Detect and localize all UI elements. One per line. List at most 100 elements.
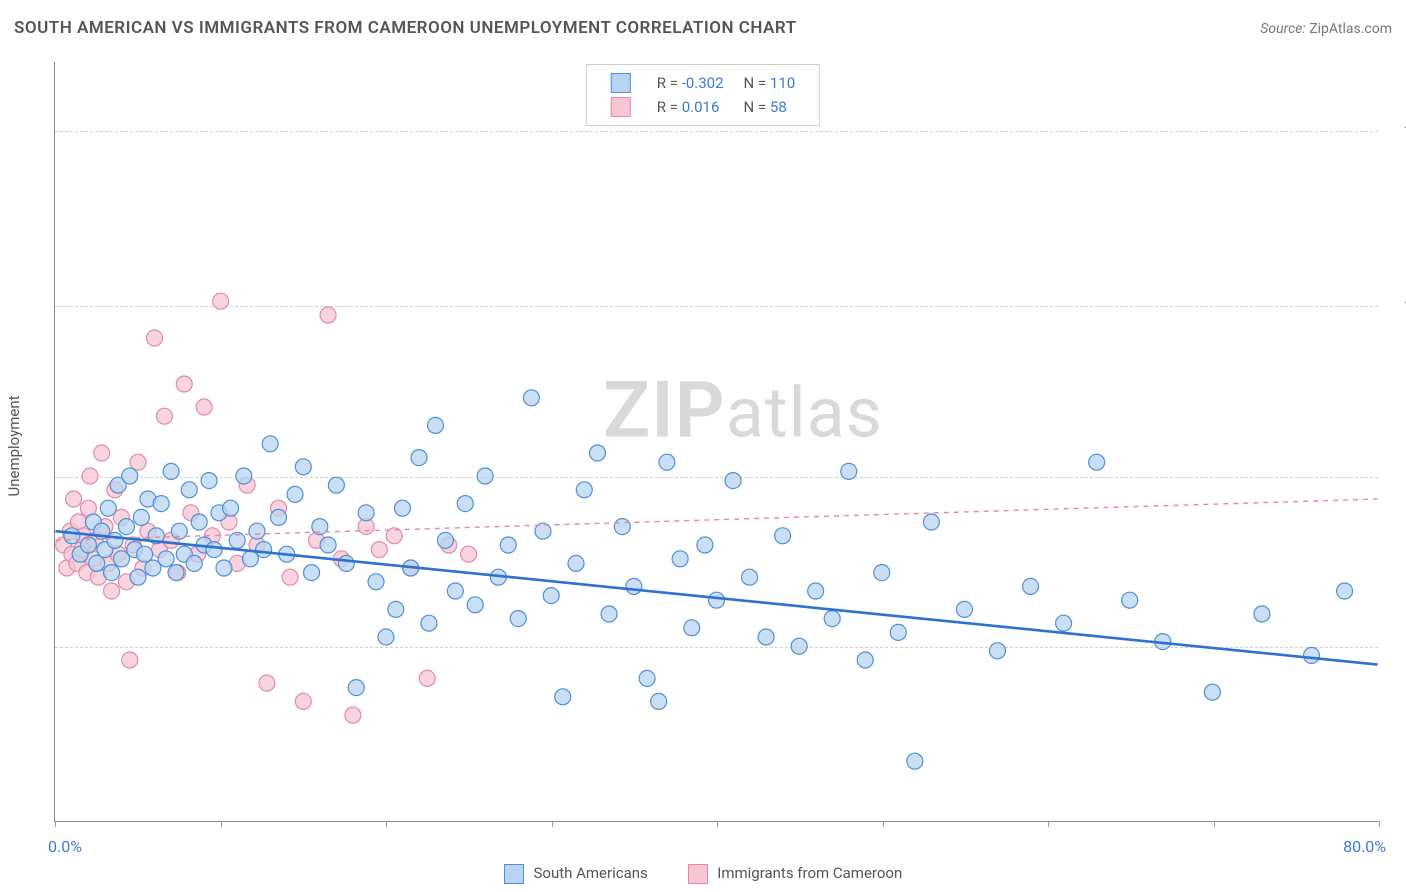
data-point [82, 468, 98, 484]
data-point [437, 532, 453, 548]
data-point [196, 399, 212, 415]
data-point [555, 689, 571, 705]
data-point [1304, 647, 1320, 663]
y-tick-label: 7.5% [1384, 468, 1406, 486]
data-point [791, 638, 807, 654]
r-value-0: -0.302 [682, 74, 724, 92]
data-point [206, 542, 222, 558]
x-tick [386, 821, 387, 827]
data-point [304, 565, 320, 581]
data-point [601, 606, 617, 622]
data-point [651, 693, 667, 709]
data-point [104, 583, 120, 599]
legend-stats-row-0: R = -0.302 N = 110 [601, 71, 805, 95]
y-tick-label: 11.2% [1384, 297, 1406, 315]
data-point [421, 615, 437, 631]
source-label: Source: [1260, 21, 1305, 37]
swatch-1 [611, 97, 631, 117]
x-max-label: 80.0% [1343, 837, 1386, 856]
data-point [411, 450, 427, 466]
data-point [104, 565, 120, 581]
legend-label-0: South Americans [533, 864, 647, 882]
data-point [857, 652, 873, 668]
data-point [256, 542, 272, 558]
data-point [181, 482, 197, 498]
data-point [477, 468, 493, 484]
data-point [684, 620, 700, 636]
trend-line [55, 531, 1377, 664]
y-tick-label: 3.8% [1384, 638, 1406, 656]
x-tick [1379, 821, 1380, 827]
source-value: ZipAtlas.com [1309, 21, 1392, 37]
x-tick [1214, 821, 1215, 827]
data-point [348, 680, 364, 696]
data-point [100, 500, 116, 516]
data-point [130, 454, 146, 470]
data-point [147, 330, 163, 346]
data-point [216, 560, 232, 576]
data-point [94, 445, 110, 461]
data-point [510, 611, 526, 627]
data-point [457, 496, 473, 512]
swatch-0 [611, 73, 631, 93]
chart-title: SOUTH AMERICAN VS IMMIGRANTS FROM CAMERO… [14, 18, 797, 38]
data-point [428, 417, 444, 433]
data-point [394, 500, 410, 516]
data-point [709, 592, 725, 608]
data-point [500, 537, 516, 553]
data-point [989, 643, 1005, 659]
data-point [808, 583, 824, 599]
data-point [223, 500, 239, 516]
data-point [659, 454, 675, 470]
data-point [249, 523, 265, 539]
n-value-0: 110 [770, 74, 795, 92]
x-tick [221, 821, 222, 827]
n-label-1: N = [744, 98, 767, 116]
data-point [133, 509, 149, 525]
data-point [158, 551, 174, 567]
data-point [1056, 615, 1072, 631]
data-point [1337, 583, 1353, 599]
data-point [236, 468, 252, 484]
data-point [338, 555, 354, 571]
data-point [107, 532, 123, 548]
x-min-label: 0.0% [48, 837, 82, 856]
data-point [824, 611, 840, 627]
data-point [282, 569, 298, 585]
data-point [137, 546, 153, 562]
data-point [388, 601, 404, 617]
data-point [523, 390, 539, 406]
x-tick [55, 821, 56, 827]
data-point [639, 670, 655, 686]
data-point [626, 578, 642, 594]
data-point [89, 555, 105, 571]
data-point [725, 473, 741, 489]
data-point [156, 408, 172, 424]
data-point [118, 519, 134, 535]
data-point [368, 574, 384, 590]
data-point [358, 505, 374, 521]
data-point [419, 670, 435, 686]
source-attribution: Source: ZipAtlas.com [1260, 21, 1392, 37]
data-point [890, 624, 906, 640]
data-point [775, 528, 791, 544]
data-point [345, 707, 361, 723]
r-value-1: 0.016 [682, 98, 720, 116]
legend-item-0: South Americans [504, 864, 648, 884]
data-point [259, 675, 275, 691]
data-point [186, 555, 202, 571]
legend-label-1: Immigrants from Cameroon [717, 864, 902, 882]
x-tick [717, 821, 718, 827]
data-point [168, 565, 184, 581]
data-point [1023, 578, 1039, 594]
data-point [66, 491, 82, 507]
data-point [590, 445, 606, 461]
data-point [64, 528, 80, 544]
data-point [153, 496, 169, 512]
data-point [213, 293, 229, 309]
data-point [874, 565, 890, 581]
data-point [320, 537, 336, 553]
data-point [576, 482, 592, 498]
data-point [122, 652, 138, 668]
data-point [163, 463, 179, 479]
